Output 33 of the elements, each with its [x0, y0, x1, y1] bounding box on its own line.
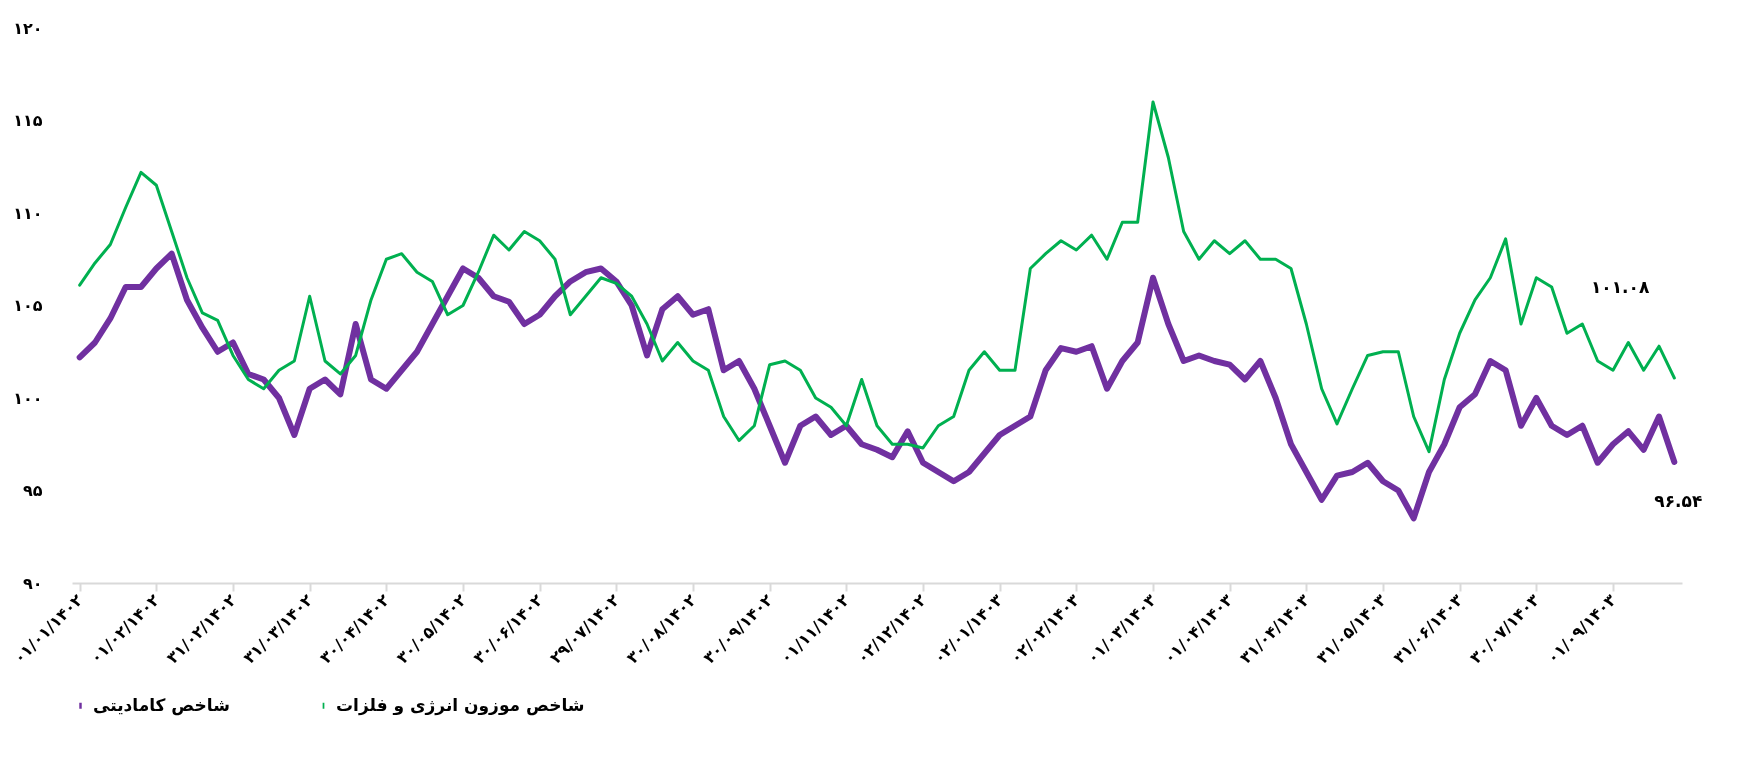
x-tick-label: ۰۱/۰۱/۱۴۰۲	[9, 590, 87, 668]
x-tick-label: ۰۲/۱۲/۱۴۰۲	[852, 590, 931, 668]
x-tick-label: ۳۰/۰۷/۱۴۰۳	[1466, 590, 1544, 668]
x-tick-label: ۳۱/۰۴/۱۴۰۳	[1236, 590, 1314, 668]
line-series	[78, 100, 1676, 454]
y-tick-label: ۱۲۰	[13, 18, 43, 38]
x-tick-label: ۰۱/۰۴/۱۴۰۳	[1159, 590, 1237, 668]
y-tick-label: ۱۰۵	[13, 296, 43, 315]
x-tick-label: ۳۰/۰۵/۱۴۰۲	[392, 590, 471, 668]
x-tick-label: ۳۰/۰۴/۱۴۰۲	[316, 590, 394, 668]
x-tick-label: ۳۱/۰۲/۱۴۰۲	[162, 590, 241, 668]
annotation: ۹۶.۵۴	[1654, 491, 1703, 512]
x-tick-label: ۳۰/۰۶/۱۴۰۲	[469, 590, 547, 668]
y-tick-label: ۹۵	[22, 481, 43, 500]
x-tick-label: ۰۱/۱۱/۱۴۰۲	[776, 590, 854, 668]
y-tick-label: ۱۱۵	[13, 111, 43, 130]
x-tick-label: ۰۱/۰۲/۱۴۰۲	[86, 590, 164, 668]
x-tick-label: ۰۱/۰۳/۱۴۰۳	[1082, 590, 1161, 668]
x-tick-label: ۳۰/۰۸/۱۴۰۲	[622, 590, 701, 668]
x-tick-label: ۰۲/۰۲/۱۴۰۳	[1006, 590, 1084, 668]
x-tick-label: ۳۱/۰۵/۱۴۰۳	[1312, 590, 1391, 668]
x-tick-label: ۳۱/۰۳/۱۴۰۲	[239, 590, 317, 668]
x-tick-label: ۰۲/۰۱/۱۴۰۳	[929, 590, 1007, 668]
y-tick-label: ۱۱۰	[13, 203, 43, 223]
x-tick-label: ۲۹/۰۷/۱۴۰۲	[546, 590, 624, 668]
annotation: ۱۰۱.۰۸	[1590, 277, 1650, 298]
x-tick-label: ۳۰/۰۹/۱۴۰۲	[699, 590, 777, 668]
legend-label: شاخص کامادیتی	[93, 694, 230, 716]
legend-label: شاخص موزون انرژی و فلزات	[336, 694, 585, 716]
x-tick-label: ۰۱/۰۹/۱۴۰۳	[1542, 590, 1621, 668]
y-tick-label: ۹۰	[22, 573, 43, 593]
x-tick-label: ۳۱/۰۶/۱۴۰۳	[1389, 590, 1467, 668]
y-tick-label: ۱۰۰	[13, 388, 43, 408]
